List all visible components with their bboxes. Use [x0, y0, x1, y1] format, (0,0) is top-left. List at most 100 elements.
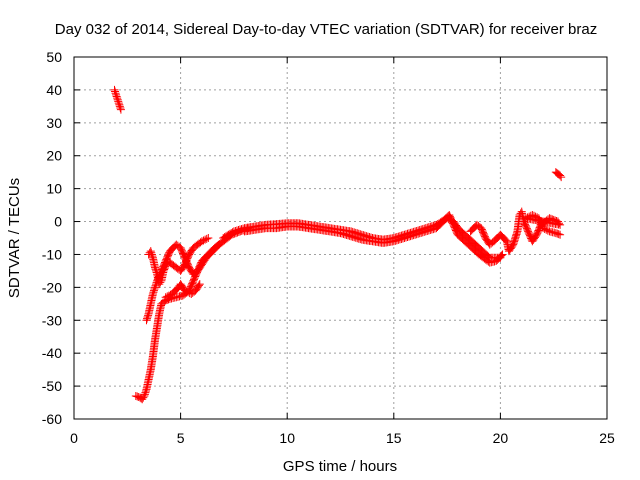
- data-point: [554, 230, 563, 239]
- data-point: [199, 236, 208, 245]
- data-point: [540, 224, 549, 233]
- data-point: [150, 285, 159, 294]
- data-point: [161, 293, 170, 302]
- data-point: [112, 92, 121, 101]
- data-point: [114, 99, 123, 108]
- data-point: [557, 173, 566, 182]
- series-track-late-cluster: [551, 168, 566, 182]
- data-point: [528, 210, 537, 219]
- series-track-late-loops: [466, 207, 565, 256]
- y-tick-label: 20: [46, 148, 62, 164]
- data-point: [139, 393, 148, 402]
- series-track-upper-branch: [144, 234, 213, 289]
- data-point: [151, 265, 160, 274]
- y-tick-label: -30: [42, 312, 62, 328]
- y-tick-label: 0: [54, 214, 62, 230]
- data-point: [113, 95, 122, 104]
- x-tick-label: 10: [279, 430, 295, 446]
- data-point: [111, 89, 120, 98]
- y-tick-label: -60: [42, 411, 62, 427]
- data-point: [529, 211, 538, 220]
- data-point: [556, 171, 565, 180]
- axis-ticks: 0 5 10 15 20 25 -60 -50 -40 -30 -20 -10 0 10 20 30 40 50: [42, 49, 615, 446]
- data-point: [163, 292, 172, 301]
- data-point: [148, 252, 157, 261]
- y-tick-label: -40: [42, 345, 62, 361]
- data-point: [149, 286, 158, 295]
- y-tick-label: 30: [46, 115, 62, 131]
- data-point: [194, 281, 203, 290]
- data-point: [202, 234, 211, 243]
- data-point: [204, 234, 213, 242]
- x-tick-label: 5: [177, 430, 185, 446]
- data-point: [197, 237, 206, 246]
- data-point: [116, 105, 125, 114]
- data-point: [142, 316, 151, 325]
- x-tick-label: 0: [70, 430, 78, 446]
- data-point: [156, 278, 165, 287]
- data-point: [556, 230, 565, 239]
- data-point: [140, 391, 149, 400]
- data-point: [152, 266, 161, 275]
- data-point: [521, 214, 530, 223]
- data-point: [146, 247, 155, 256]
- data-point: [140, 390, 149, 399]
- y-axis-label: SDTVAR / TECUs: [6, 178, 23, 298]
- data-point: [141, 388, 150, 397]
- data-point: [151, 281, 160, 290]
- data-point: [155, 280, 164, 289]
- data-point: [116, 104, 125, 113]
- data-point: [553, 169, 562, 178]
- data-point: [115, 100, 124, 109]
- data-point: [115, 102, 124, 111]
- series-track-early-cluster: [110, 85, 125, 114]
- data-point: [543, 226, 552, 235]
- data-point: [539, 224, 548, 233]
- data-point: [213, 241, 222, 250]
- data-point: [180, 286, 189, 295]
- data-point: [147, 250, 156, 259]
- data-point: [149, 288, 158, 297]
- data-points: [110, 85, 566, 404]
- y-tick-label: 10: [46, 181, 62, 197]
- data-point: [151, 283, 160, 292]
- data-point: [523, 213, 532, 222]
- data-point: [147, 248, 156, 257]
- y-tick-label: 40: [46, 82, 62, 98]
- chart-title: Day 032 of 2014, Sidereal Day-to-day VTE…: [55, 21, 597, 38]
- data-point: [195, 280, 204, 289]
- series-track-main-b: [240, 210, 507, 267]
- data-point: [138, 395, 147, 404]
- data-point: [113, 94, 122, 103]
- series-track-scatter-mid: [161, 280, 204, 302]
- data-point: [148, 289, 157, 298]
- data-point: [164, 291, 173, 300]
- data-point: [143, 312, 152, 321]
- plot-frame: [73, 56, 608, 420]
- data-point: [110, 85, 119, 94]
- data-point: [141, 387, 150, 396]
- x-tick-label: 15: [386, 430, 402, 446]
- y-tick-label: -20: [42, 279, 62, 295]
- grid-lines: [74, 57, 607, 419]
- data-point: [184, 288, 193, 297]
- data-point: [151, 263, 160, 272]
- y-tick-label: 50: [46, 49, 62, 65]
- data-point: [114, 97, 123, 106]
- data-point: [214, 240, 223, 249]
- y-tick-label: -50: [42, 378, 62, 394]
- data-point: [542, 225, 551, 234]
- x-tick-label: 25: [599, 430, 615, 446]
- data-point: [143, 314, 152, 323]
- data-point: [498, 250, 507, 259]
- y-tick-label: -10: [42, 246, 62, 262]
- data-point: [201, 235, 210, 244]
- data-point: [497, 251, 506, 260]
- data-point: [112, 90, 121, 99]
- x-tick-label: 20: [493, 430, 509, 446]
- data-point: [182, 287, 191, 296]
- x-axis-label: GPS time / hours: [283, 458, 397, 475]
- data-point: [111, 87, 120, 96]
- data-point: [144, 311, 153, 320]
